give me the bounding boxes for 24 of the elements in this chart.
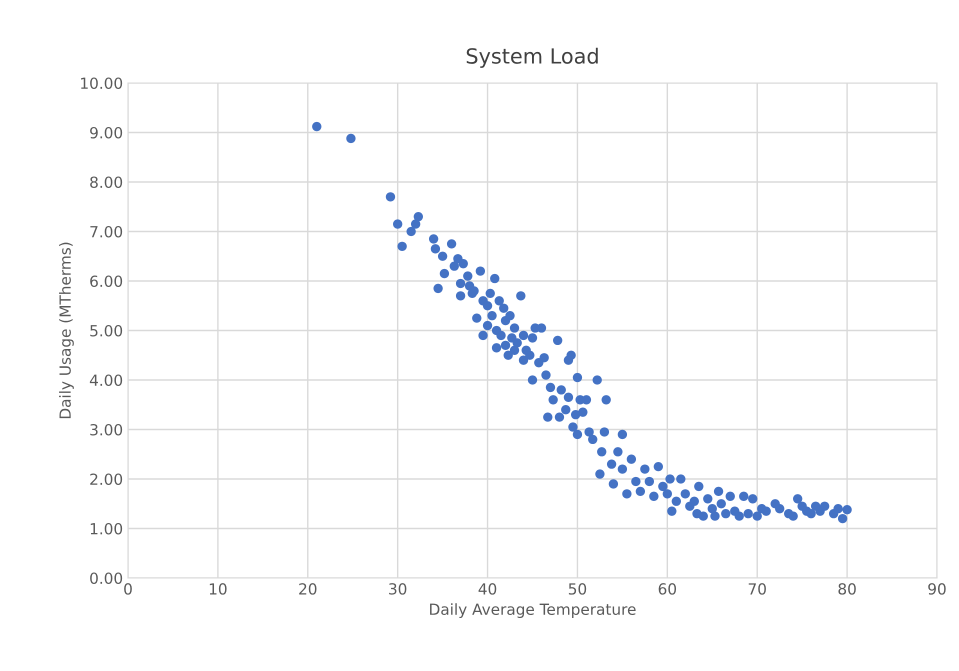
- y-tick-label: 7.00: [90, 226, 122, 238]
- x-axis-title: Daily Average Temperature: [430, 603, 636, 618]
- x-tick-label: 40: [478, 583, 496, 595]
- y-tick-label: 8.00: [90, 176, 122, 188]
- x-tick-label: 20: [299, 583, 316, 595]
- y-axis-title: Daily Usage (MTherms): [59, 242, 74, 418]
- y-tick-label: 10.00: [81, 77, 122, 90]
- y-tick-label: 3.00: [90, 424, 122, 436]
- y-tick-label: 2.00: [90, 473, 122, 486]
- y-tick-label: 1.00: [90, 522, 122, 535]
- y-tick-label: 5.00: [90, 324, 122, 337]
- x-tick-label: 70: [748, 583, 766, 595]
- y-tick-label: 9.00: [90, 126, 122, 139]
- x-tick-label: 90: [928, 583, 946, 595]
- x-tick-label: 30: [389, 583, 406, 595]
- x-tick-label: 10: [210, 583, 227, 595]
- y-tick-label: 4.00: [90, 374, 122, 386]
- y-tick-label: 6.00: [90, 275, 122, 288]
- x-tick-label: 80: [838, 583, 856, 595]
- chart-title: System Load: [466, 48, 598, 68]
- x-tick-label: 0: [124, 583, 132, 595]
- x-tick-label: 50: [568, 583, 586, 595]
- x-tick-label: 60: [658, 583, 676, 595]
- y-tick-label: 0.00: [90, 572, 122, 584]
